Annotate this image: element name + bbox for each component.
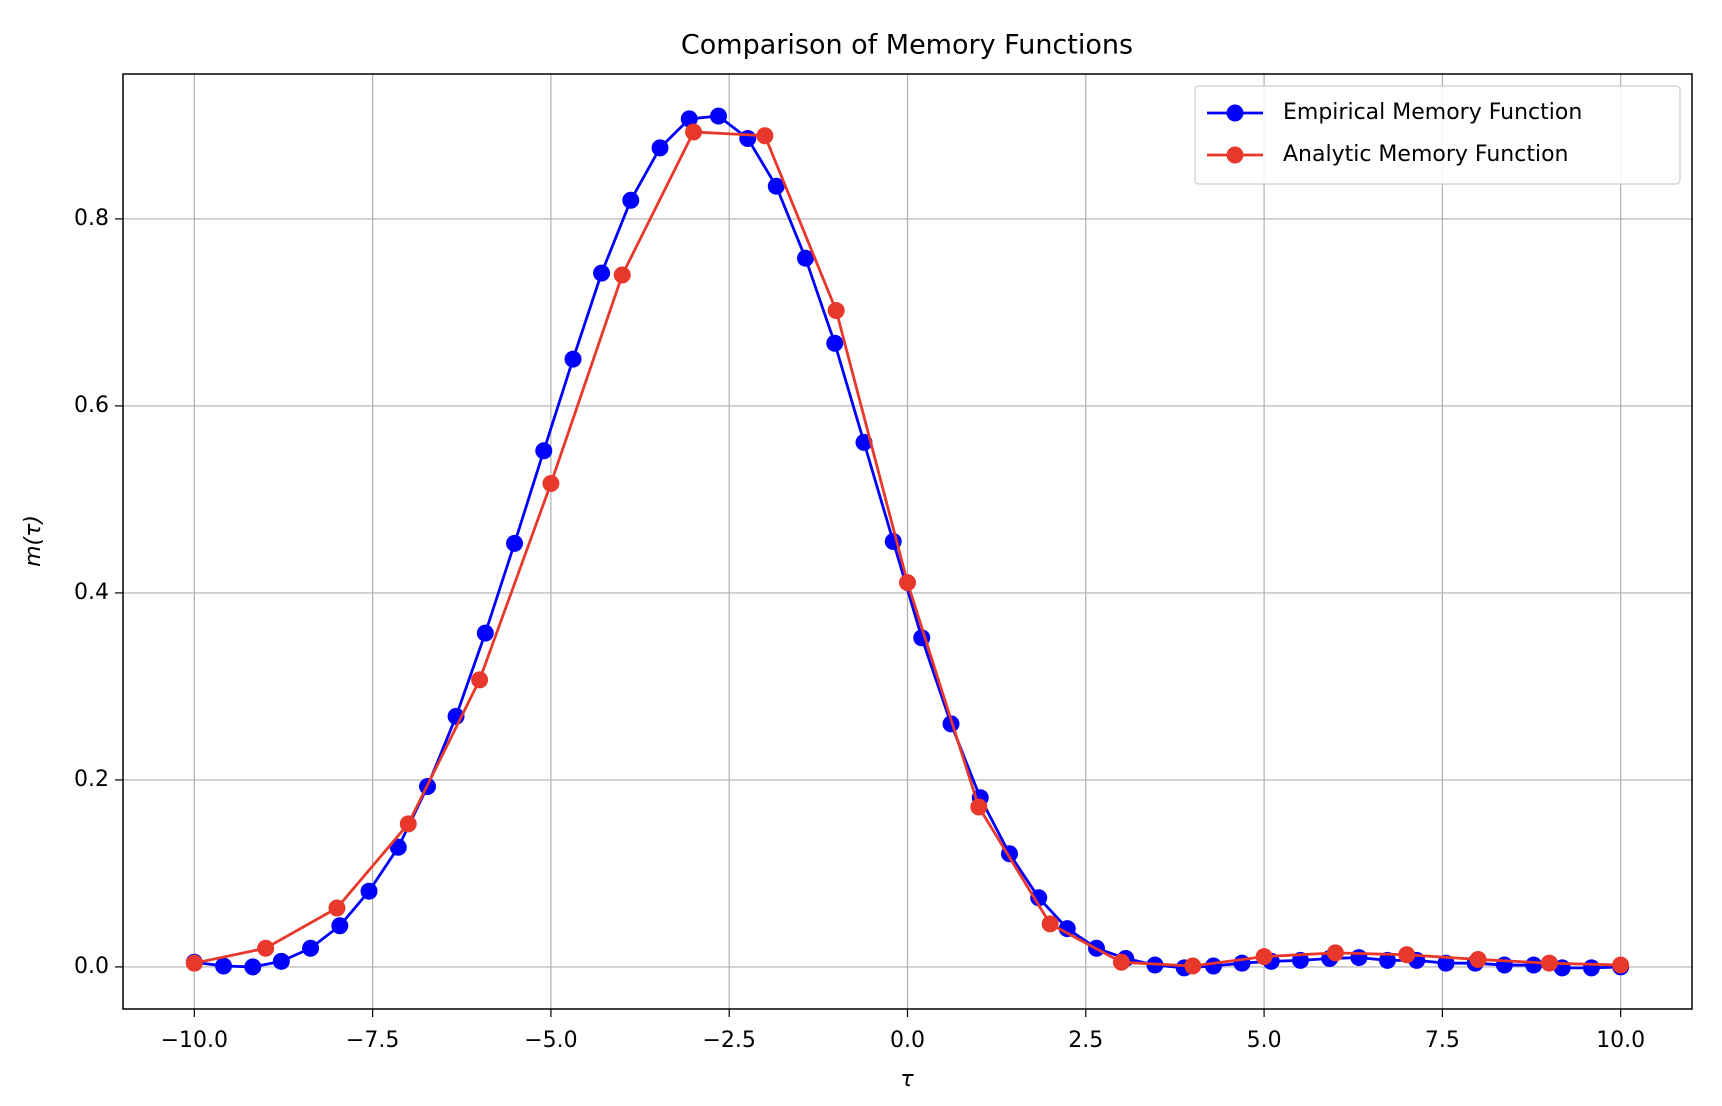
marker <box>1378 951 1396 969</box>
marker <box>1255 948 1273 966</box>
marker <box>302 939 320 957</box>
y-tick-label: 0.8 <box>74 206 109 231</box>
marker <box>1030 889 1048 907</box>
marker <box>1582 959 1600 977</box>
legend-box <box>1194 85 1681 185</box>
x-tick-label: −5.0 <box>524 1028 577 1053</box>
marker <box>1612 956 1630 974</box>
x-axis-label: τ <box>900 1067 914 1092</box>
marker <box>797 249 815 267</box>
marker <box>1184 957 1202 975</box>
marker <box>1233 954 1251 972</box>
x-tick-label: 10.0 <box>1596 1028 1645 1053</box>
plot-frame <box>122 73 1693 1010</box>
y-tick-label: 0.0 <box>74 954 109 979</box>
marker <box>685 123 703 141</box>
marker <box>399 815 417 833</box>
legend-marker <box>1226 104 1244 122</box>
y-tick-label: 0.6 <box>74 393 109 418</box>
marker <box>680 110 698 128</box>
marker <box>827 302 845 320</box>
marker <box>826 334 844 352</box>
marker <box>331 917 349 935</box>
marker <box>360 882 378 900</box>
legend-marker <box>1226 146 1244 164</box>
marker <box>476 624 494 642</box>
chart-title: Comparison of Memory Functions <box>681 30 1133 61</box>
series <box>185 123 1630 975</box>
marker <box>970 798 988 816</box>
marker <box>328 899 346 917</box>
marker <box>613 266 631 284</box>
marker <box>710 107 728 125</box>
marker <box>506 534 524 552</box>
marker <box>1398 946 1416 964</box>
marker <box>1112 953 1130 971</box>
marker <box>215 957 233 975</box>
x-tick-label: 0.0 <box>890 1028 925 1053</box>
x-tick-label: 7.5 <box>1425 1028 1460 1053</box>
marker <box>471 671 489 689</box>
marker <box>564 350 582 368</box>
x-tick-label: 5.0 <box>1247 1028 1282 1053</box>
x-tick-label: −7.5 <box>346 1028 399 1053</box>
marker <box>1326 944 1344 962</box>
marker <box>1058 920 1076 938</box>
x-tick-label: 2.5 <box>1068 1028 1103 1053</box>
y-tick-label: 0.2 <box>74 767 109 792</box>
marker <box>272 952 290 970</box>
x-tick-label: −2.5 <box>702 1028 755 1053</box>
marker <box>1495 956 1513 974</box>
marker <box>185 954 203 972</box>
marker <box>1204 957 1222 975</box>
marker <box>535 442 553 460</box>
marker <box>1540 954 1558 972</box>
marker <box>651 139 669 157</box>
legend-label: Analytic Memory Function <box>1283 142 1568 167</box>
y-tick-label: 0.4 <box>74 580 109 605</box>
marker <box>622 191 640 209</box>
marker <box>899 574 916 592</box>
marker <box>244 958 262 976</box>
marker <box>1350 949 1368 967</box>
marker <box>767 177 785 195</box>
legend-label: Empirical Memory Function <box>1283 100 1582 125</box>
marker <box>739 130 757 148</box>
marker <box>542 475 560 493</box>
marker <box>389 838 407 856</box>
marker <box>756 127 774 145</box>
x-tick-label: −10.0 <box>161 1028 228 1053</box>
marker <box>593 264 611 282</box>
marker <box>1469 950 1487 968</box>
marker <box>257 939 275 957</box>
marker <box>1041 915 1059 933</box>
marker <box>1525 956 1543 974</box>
y-axis-label: m(τ) <box>21 515 46 567</box>
